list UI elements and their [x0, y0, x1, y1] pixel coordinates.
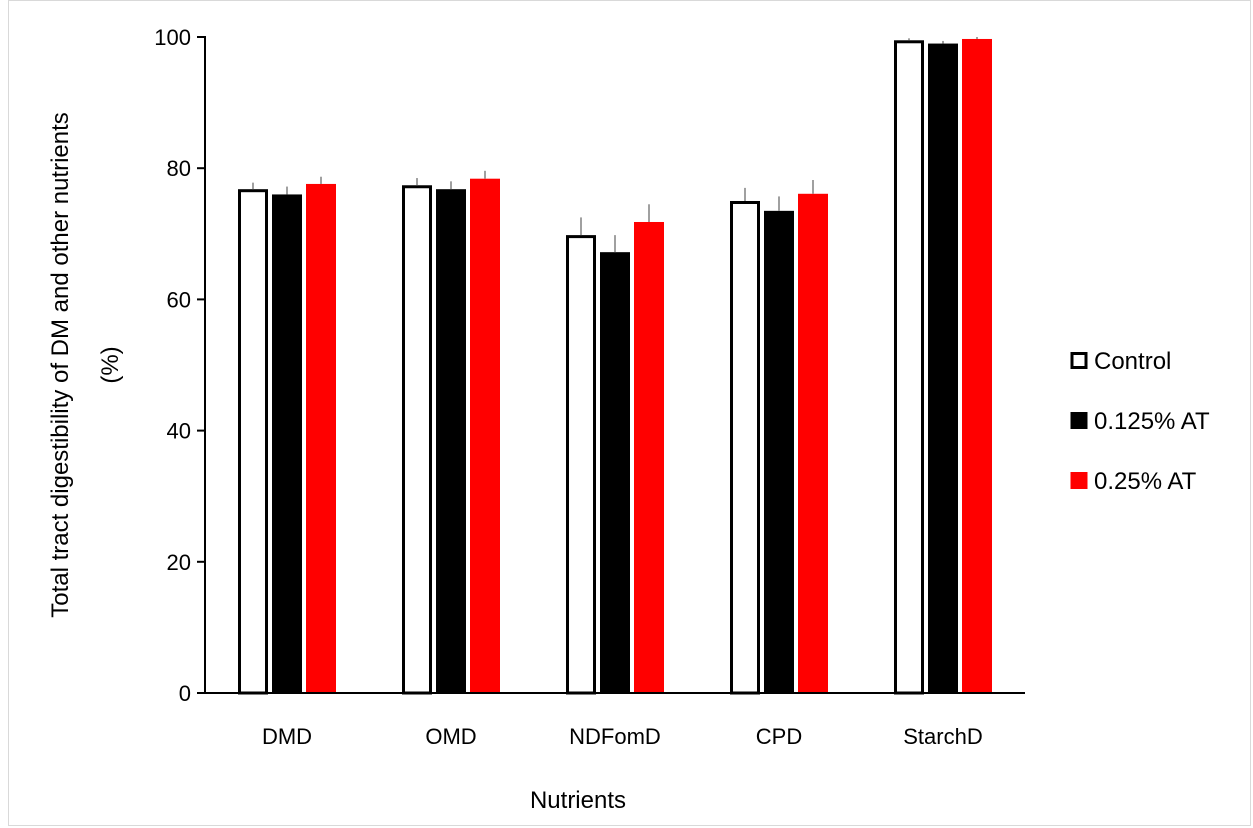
y-tick-label-100: 100: [154, 25, 191, 50]
y-axis-label-line2: (%): [97, 346, 124, 383]
legend-swatch-3: [1070, 472, 1088, 489]
bar-cpd-series-3: [798, 193, 828, 693]
legend: Control 0.125% AT 0.25% AT: [1070, 348, 1210, 495]
axes-group: [197, 36, 1025, 694]
bar-cpd-series-2: [764, 210, 794, 693]
bar-dmd-series-2: [272, 194, 302, 693]
x-tick-label-omd: OMD: [425, 724, 476, 749]
bar-omd-series-1: [402, 185, 432, 695]
legend-label-3: 0.25% AT: [1094, 468, 1197, 495]
y-tick-label-80: 80: [167, 156, 191, 181]
bar-dmd-series-3: [306, 183, 336, 693]
legend-label-1: Control: [1094, 348, 1171, 375]
y-axis-label-line1: Total tract digestibility of DM and othe…: [47, 112, 74, 618]
x-tick-label-dmd: DMD: [262, 724, 312, 749]
x-tick-label-ndfomd: NDFomD: [569, 724, 661, 749]
x-tick-label-starchd: StarchD: [903, 724, 982, 749]
bar-omd-series-2: [436, 189, 466, 693]
bars-group: [238, 38, 992, 695]
y-tick-label-60: 60: [167, 287, 191, 312]
bar-ndfomd-series-1: [566, 235, 596, 695]
bar-omd-series-3: [470, 178, 500, 694]
legend-label-2: 0.125% AT: [1094, 408, 1210, 435]
y-tick-label-20: 20: [167, 550, 191, 575]
y-tick-label-0: 0: [179, 681, 191, 706]
x-axis-label: Nutrients: [530, 787, 626, 814]
legend-swatch-2: [1070, 412, 1088, 429]
legend-swatch-1: [1070, 352, 1088, 369]
error-bars-group: [252, 37, 978, 253]
x-tick-label-cpd: CPD: [756, 724, 802, 749]
bar-dmd-series-1: [238, 189, 268, 695]
bar-cpd-series-1: [730, 201, 760, 695]
bar-ndfomd-series-2: [600, 252, 630, 693]
tick-labels-group: DMD OMD NDFomD CPD StarchD 0 20 40 60 80 100: [154, 25, 982, 749]
bar-starchd-series-1: [894, 40, 924, 695]
bar-ndfomd-series-3: [634, 221, 664, 693]
y-tick-label-40: 40: [167, 419, 191, 444]
y-axis-label: Total tract digestibility of DM and othe…: [47, 112, 124, 618]
bar-starchd-series-3: [962, 38, 992, 693]
bar-starchd-series-2: [928, 43, 958, 694]
